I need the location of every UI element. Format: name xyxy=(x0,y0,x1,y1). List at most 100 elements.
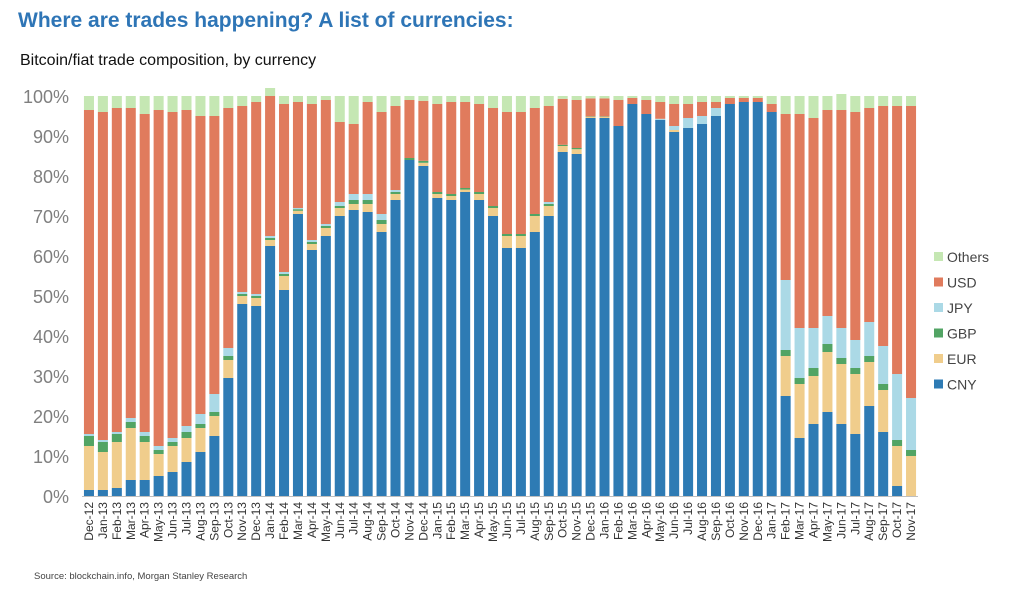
bars-group xyxy=(83,88,917,496)
bar-segment-jpy-jun-16 xyxy=(669,126,680,130)
bar-segment-others-aug-17 xyxy=(864,96,875,108)
bar-segment-eur-apr-17 xyxy=(808,376,819,424)
bar-segment-jpy-mar-13 xyxy=(125,418,136,422)
x-tick-label: Sep-14 xyxy=(375,502,389,541)
bar-segment-others-nov-15 xyxy=(571,96,582,100)
bar-segment-eur-jan-14 xyxy=(265,240,276,246)
bar-segment-eur-jan-13 xyxy=(97,452,108,490)
x-tick-label: Sep-17 xyxy=(876,502,890,541)
bar-segment-gbp-may-13 xyxy=(153,450,164,454)
x-tick-label: Nov-16 xyxy=(737,502,751,541)
bar-segment-usd-jan-14 xyxy=(265,96,276,236)
bar-segment-eur-sep-14 xyxy=(376,224,387,232)
x-tick-label: Oct-15 xyxy=(556,502,570,538)
bar-segment-usd-aug-13 xyxy=(195,116,206,414)
bar-segment-usd-jun-13 xyxy=(167,112,178,438)
y-tick-label: 40% xyxy=(33,327,69,347)
bar-segment-usd-feb-17 xyxy=(780,114,791,280)
bar-segment-jpy-jul-14 xyxy=(348,194,359,200)
bar-segment-gbp-jan-14 xyxy=(265,238,276,240)
bar-segment-usd-nov-14 xyxy=(404,100,415,158)
bar-segment-usd-sep-15 xyxy=(543,106,554,202)
y-tick-label: 80% xyxy=(33,167,69,187)
bar-segment-gbp-jun-14 xyxy=(334,206,345,208)
bar-segment-eur-oct-13 xyxy=(223,360,234,378)
x-tick-label: Aug-16 xyxy=(695,502,709,541)
x-tick-label: Oct-17 xyxy=(890,502,904,538)
bar-segment-others-sep-13 xyxy=(209,96,220,116)
bar-segment-gbp-aug-15 xyxy=(529,214,540,216)
legend-label-usd: USD xyxy=(947,275,977,291)
bar-segment-usd-jan-16 xyxy=(599,98,610,117)
x-tick-label: Jun-15 xyxy=(500,502,514,539)
bar-segment-cny-oct-14 xyxy=(390,200,401,496)
y-tick-label: 20% xyxy=(33,407,69,427)
bar-segment-jpy-feb-14 xyxy=(279,272,290,274)
bar-segment-others-apr-17 xyxy=(808,96,819,118)
bar-segment-cny-apr-14 xyxy=(306,250,317,496)
bar-segment-others-jun-14 xyxy=(334,96,345,122)
x-tick-label: Nov-13 xyxy=(235,502,249,541)
bar-segment-usd-nov-13 xyxy=(237,106,248,292)
bar-segment-others-dec-13 xyxy=(251,96,262,102)
x-tick-label: Apr-17 xyxy=(807,502,821,538)
bar-segment-usd-feb-15 xyxy=(446,102,457,194)
bar-segment-usd-jun-16 xyxy=(669,104,680,126)
bar-segment-gbp-sep-15 xyxy=(543,204,554,206)
bar-segment-usd-oct-15 xyxy=(557,98,568,145)
bar-segment-cny-feb-14 xyxy=(279,290,290,496)
bar-segment-jpy-jun-14 xyxy=(334,202,345,206)
bar-segment-jpy-dec-12 xyxy=(83,434,94,436)
bar-segment-eur-jul-13 xyxy=(181,438,192,462)
bar-segment-others-jul-14 xyxy=(348,96,359,124)
bar-segment-jpy-jan-13 xyxy=(97,440,108,442)
bar-segment-cny-dec-16 xyxy=(752,102,763,496)
bar-segment-others-jan-14 xyxy=(265,88,276,96)
legend-swatch-eur xyxy=(934,354,943,363)
bar-segment-others-sep-16 xyxy=(710,96,721,102)
y-tick-label: 0% xyxy=(43,487,69,507)
x-tick-label: Aug-17 xyxy=(862,502,876,541)
bar-segment-jpy-mar-17 xyxy=(794,328,805,378)
bar-segment-eur-oct-15 xyxy=(557,146,568,152)
bar-segment-jpy-sep-17 xyxy=(878,346,889,384)
bar-segment-gbp-dec-12 xyxy=(83,436,94,446)
bar-segment-eur-sep-15 xyxy=(543,206,554,216)
x-tick-label: Aug-15 xyxy=(528,502,542,541)
bar-segment-eur-mar-13 xyxy=(125,428,136,480)
bar-segment-gbp-oct-13 xyxy=(223,356,234,360)
bar-segment-eur-aug-14 xyxy=(362,204,373,212)
bar-segment-cny-feb-16 xyxy=(613,126,624,496)
bar-segment-usd-oct-14 xyxy=(390,106,401,190)
bar-segment-usd-aug-16 xyxy=(697,102,708,116)
bar-segment-others-dec-15 xyxy=(585,96,596,99)
source-note: Source: blockchain.info, Morgan Stanley … xyxy=(34,571,248,582)
bar-segment-others-mar-15 xyxy=(460,96,471,102)
bar-segment-eur-jun-14 xyxy=(334,208,345,216)
x-tick-label: Mar-16 xyxy=(625,502,639,540)
bar-segment-others-feb-17 xyxy=(780,96,791,114)
x-tick-label: Mar-17 xyxy=(793,502,807,540)
bar-segment-gbp-dec-14 xyxy=(418,160,429,163)
bar-segment-usd-dec-16 xyxy=(752,98,763,102)
bar-segment-jpy-jun-17 xyxy=(836,328,847,358)
bar-segment-eur-apr-14 xyxy=(306,244,317,250)
x-tick-label: May-14 xyxy=(319,502,333,542)
bar-segment-usd-sep-17 xyxy=(878,106,889,346)
bar-segment-cny-sep-17 xyxy=(878,432,889,496)
bar-segment-usd-feb-14 xyxy=(279,104,290,272)
bar-segment-gbp-aug-13 xyxy=(195,424,206,428)
bar-segment-cny-may-14 xyxy=(320,236,331,496)
x-tick-label: Mar-13 xyxy=(124,502,138,540)
bar-segment-gbp-sep-14 xyxy=(376,220,387,224)
x-tick-label: Sep-15 xyxy=(542,502,556,541)
bar-segment-cny-jan-13 xyxy=(97,490,108,496)
bar-segment-eur-jun-16 xyxy=(669,130,680,132)
x-tick-label: Feb-14 xyxy=(277,502,291,540)
legend-label-cny: CNY xyxy=(947,377,977,393)
bar-segment-usd-oct-17 xyxy=(892,106,903,374)
bar-segment-usd-aug-14 xyxy=(362,102,373,194)
bar-segment-others-jan-15 xyxy=(432,96,443,104)
x-tick-label: Jan-16 xyxy=(598,502,612,539)
